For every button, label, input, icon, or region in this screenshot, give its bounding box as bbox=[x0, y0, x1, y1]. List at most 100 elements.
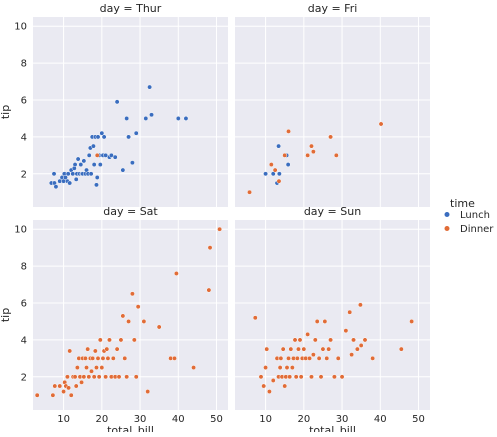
data-point bbox=[53, 184, 59, 190]
series-lunch bbox=[263, 143, 291, 186]
data-point bbox=[108, 152, 114, 158]
data-point bbox=[183, 116, 189, 121]
data-point bbox=[101, 134, 107, 140]
data-point bbox=[172, 355, 177, 361]
data-point bbox=[276, 171, 282, 177]
data-point bbox=[110, 355, 116, 361]
y-axis-label: tip bbox=[0, 105, 12, 119]
y-tick-label: 8 bbox=[21, 262, 27, 273]
data-point bbox=[86, 374, 92, 380]
data-point bbox=[73, 383, 79, 389]
facet-title: day = Fri bbox=[308, 2, 358, 15]
data-point bbox=[328, 337, 334, 343]
data-point bbox=[99, 130, 105, 136]
data-point bbox=[89, 368, 94, 374]
data-point bbox=[104, 346, 110, 352]
series-dinner bbox=[252, 302, 415, 395]
data-point bbox=[61, 389, 67, 395]
data-point bbox=[282, 152, 288, 158]
data-point bbox=[86, 152, 92, 158]
x-tick-label: 30 bbox=[336, 414, 349, 425]
data-point bbox=[307, 355, 313, 361]
y-tick-label: 6 bbox=[21, 299, 27, 310]
data-point bbox=[64, 374, 70, 380]
data-point bbox=[68, 392, 74, 398]
data-point bbox=[264, 346, 270, 352]
data-point bbox=[141, 319, 147, 324]
data-point bbox=[288, 346, 294, 352]
data-point bbox=[122, 355, 128, 361]
series-dinner bbox=[94, 152, 100, 158]
facet-panel-3: day = Sat 2 4 6 8 10 tip 10 20 30 40 50 total_bill bbox=[0, 205, 228, 437]
data-point bbox=[358, 342, 364, 348]
data-point bbox=[322, 319, 328, 324]
data-point bbox=[57, 383, 63, 389]
x-tick-label: 20 bbox=[297, 414, 310, 425]
data-point bbox=[120, 167, 126, 173]
x-tick-label: 20 bbox=[95, 414, 108, 425]
data-point bbox=[292, 337, 298, 343]
data-point bbox=[82, 355, 88, 361]
data-point bbox=[79, 379, 85, 385]
x-tick-label: 10 bbox=[57, 414, 70, 425]
data-point bbox=[298, 374, 304, 380]
data-point bbox=[296, 346, 301, 352]
data-point bbox=[409, 319, 415, 324]
data-point bbox=[50, 392, 56, 398]
y-tick-label: 10 bbox=[14, 225, 27, 236]
data-point bbox=[95, 355, 101, 361]
data-point bbox=[331, 374, 337, 380]
data-point bbox=[34, 392, 40, 398]
legend-marker-dinner bbox=[444, 226, 450, 231]
legend-marker-lunch bbox=[444, 212, 450, 217]
data-point bbox=[74, 365, 80, 371]
facet-title: day = Sun bbox=[304, 205, 361, 218]
data-point bbox=[278, 355, 284, 361]
data-point bbox=[173, 271, 179, 276]
data-point bbox=[333, 152, 339, 158]
data-point bbox=[51, 171, 57, 177]
data-point bbox=[66, 385, 72, 391]
data-point bbox=[354, 346, 360, 352]
data-point bbox=[305, 152, 311, 158]
x-tick-label: 50 bbox=[210, 414, 223, 425]
data-point bbox=[99, 365, 105, 371]
data-point bbox=[145, 389, 151, 395]
data-point bbox=[280, 346, 286, 352]
data-point bbox=[147, 84, 153, 90]
data-point bbox=[70, 171, 76, 177]
data-point bbox=[297, 337, 303, 343]
data-point bbox=[293, 374, 299, 380]
data-point bbox=[85, 346, 91, 352]
data-point bbox=[114, 99, 120, 105]
data-point bbox=[90, 355, 96, 361]
facet-panel-4: day = Sun 10 20 30 40 50 total_bill bbox=[235, 205, 430, 437]
y-axis-label: tip bbox=[0, 308, 12, 322]
data-point bbox=[339, 374, 345, 380]
data-point bbox=[309, 374, 314, 380]
data-point bbox=[72, 374, 78, 380]
y-tick-label: 8 bbox=[21, 59, 27, 70]
data-point bbox=[286, 355, 291, 361]
series-dinner bbox=[247, 121, 384, 195]
data-point bbox=[276, 143, 282, 149]
data-point bbox=[124, 374, 130, 380]
data-point bbox=[105, 355, 111, 361]
data-point bbox=[258, 374, 264, 380]
data-point bbox=[309, 143, 314, 149]
x-tick-label: 40 bbox=[172, 414, 185, 425]
data-point bbox=[175, 116, 181, 121]
y-tick-label: 4 bbox=[21, 335, 27, 346]
data-point bbox=[78, 162, 84, 168]
data-point bbox=[94, 175, 100, 180]
data-point bbox=[282, 383, 288, 389]
data-point bbox=[94, 365, 99, 371]
data-point bbox=[92, 348, 98, 354]
data-point bbox=[328, 134, 334, 140]
data-point bbox=[266, 389, 272, 395]
facet-panel-1: day = Thur 2 4 6 8 10 tip bbox=[0, 2, 228, 207]
data-point bbox=[316, 355, 322, 361]
data-point bbox=[91, 374, 97, 380]
